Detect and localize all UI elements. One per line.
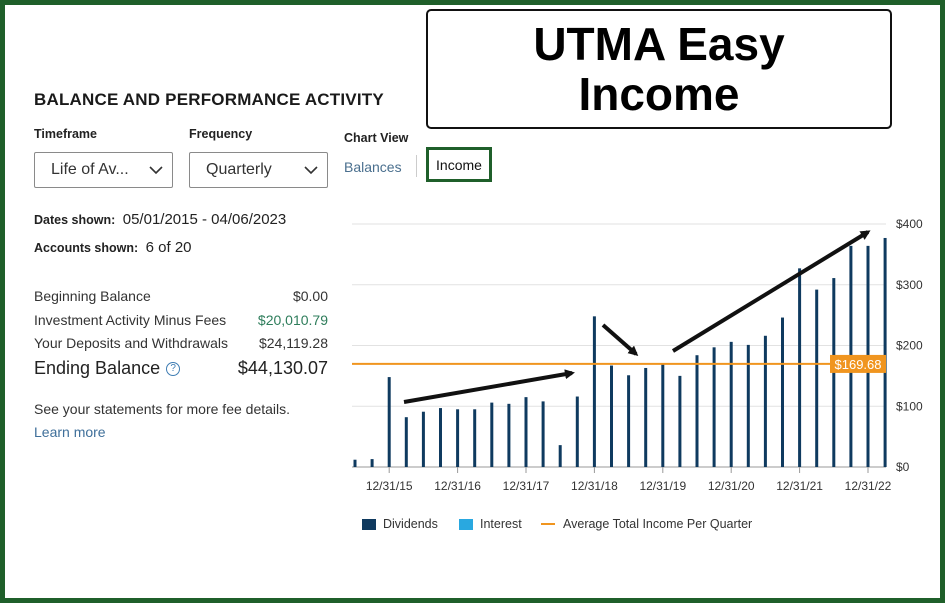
- bar-dividends[interactable]: [353, 459, 357, 467]
- fee-note: See your statements for more fee details…: [34, 401, 291, 417]
- bar-dividends[interactable]: [729, 341, 733, 467]
- timeframe-select[interactable]: Life of Av...: [34, 152, 173, 188]
- summary-row-beginning-balance: Beginning Balance $0.00: [34, 288, 328, 304]
- learn-more-link[interactable]: Learn more: [34, 424, 106, 440]
- x-tick-label: 12/31/15: [366, 479, 413, 493]
- help-icon[interactable]: ?: [166, 362, 181, 377]
- x-tick-label: 12/31/18: [571, 479, 618, 493]
- legend-dividends: Dividends: [362, 517, 438, 531]
- frequency-label: Frequency: [189, 127, 253, 141]
- accounts-shown-label: Accounts shown:: [34, 241, 139, 255]
- ending-balance-label: Ending Balance: [34, 358, 161, 378]
- x-tick-label: 12/31/22: [845, 479, 892, 493]
- x-tick-label: 12/31/17: [503, 479, 550, 493]
- bar-dividends[interactable]: [798, 268, 802, 467]
- y-tick-label: $300: [896, 278, 923, 292]
- frequency-value: Quarterly: [206, 161, 272, 178]
- bar-dividends[interactable]: [541, 401, 545, 467]
- bar-dividends[interactable]: [627, 375, 631, 467]
- overlay-title-box: UTMA Easy Income: [426, 9, 892, 129]
- trend-arrow: [403, 369, 575, 404]
- bar-dividends[interactable]: [490, 402, 494, 467]
- chevron-down-icon: [295, 162, 327, 178]
- summary-value: $0.00: [292, 288, 328, 304]
- legend-interest: Interest: [459, 517, 522, 531]
- trend-arrow: [601, 323, 639, 356]
- bar-dividends[interactable]: [558, 445, 562, 467]
- bar-dividends[interactable]: [763, 335, 767, 467]
- section-heading: BALANCE AND PERFORMANCE ACTIVITY: [34, 90, 384, 109]
- bar-dividends[interactable]: [695, 355, 699, 467]
- x-tick-label: 12/31/20: [708, 479, 755, 493]
- chart-view-income-tab[interactable]: Income: [426, 147, 492, 182]
- dates-shown-row: Dates shown: 05/01/2015 - 04/06/2023: [34, 211, 286, 228]
- dates-shown-label: Dates shown:: [34, 213, 116, 227]
- legend-label: Average Total Income Per Quarter: [563, 517, 753, 531]
- chart-view-divider: [416, 155, 417, 177]
- x-tick-label: 12/31/19: [639, 479, 686, 493]
- legend-swatch-average: [541, 523, 555, 525]
- accounts-shown-row: Accounts shown: 6 of 20: [34, 239, 192, 256]
- summary-value: $24,119.28: [258, 335, 328, 351]
- bar-dividends[interactable]: [781, 317, 784, 467]
- bar-dividends[interactable]: [592, 316, 596, 467]
- bar-dividends[interactable]: [610, 365, 613, 467]
- summary-row-investment-activity: Investment Activity Minus Fees $20,010.7…: [34, 312, 328, 328]
- dates-shown-value: 05/01/2015 - 04/06/2023: [122, 211, 287, 228]
- chart-view-balances-tab[interactable]: Balances: [344, 159, 402, 175]
- bar-dividends[interactable]: [661, 363, 665, 467]
- bar-dividends[interactable]: [678, 375, 682, 467]
- average-label-badge: [830, 354, 886, 373]
- bar-dividends[interactable]: [456, 409, 460, 467]
- average-label: $169.68: [835, 357, 882, 372]
- timeframe-value: Life of Av...: [51, 161, 129, 178]
- bar-dividends[interactable]: [575, 396, 579, 467]
- ending-balance-value: $44,130.07: [237, 358, 328, 378]
- legend-label: Interest: [480, 517, 522, 531]
- bar-dividends[interactable]: [370, 459, 374, 467]
- bar-dividends[interactable]: [507, 403, 511, 467]
- y-tick-label: $0: [896, 460, 910, 474]
- timeframe-label: Timeframe: [34, 127, 97, 141]
- bar-dividends[interactable]: [387, 377, 391, 467]
- frequency-select[interactable]: Quarterly: [189, 152, 328, 188]
- x-tick-label: 12/31/16: [434, 479, 481, 493]
- bar-dividends[interactable]: [473, 409, 477, 467]
- legend-swatch-dividends: [362, 518, 376, 530]
- bar-dividends[interactable]: [746, 344, 750, 467]
- bar-dividends[interactable]: [404, 417, 408, 467]
- y-tick-label: $100: [896, 399, 923, 413]
- summary-label: Investment Activity Minus Fees: [34, 312, 227, 328]
- bar-dividends[interactable]: [439, 408, 442, 467]
- bar-dividends[interactable]: [712, 347, 716, 467]
- y-tick-label: $400: [896, 217, 923, 231]
- bar-dividends[interactable]: [524, 397, 528, 467]
- bar-dividends[interactable]: [644, 367, 648, 467]
- legend-average: Average Total Income Per Quarter: [541, 517, 752, 531]
- summary-row-ending-balance: Ending Balance? $44,130.07: [34, 358, 328, 379]
- chart-view-label: Chart View: [344, 131, 409, 145]
- ending-balance-label-wrap: Ending Balance?: [34, 358, 181, 379]
- bar-dividends[interactable]: [883, 237, 887, 467]
- bar-dividends[interactable]: [815, 289, 819, 467]
- summary-value: $20,010.79: [257, 312, 328, 328]
- x-tick-label: 12/31/21: [776, 479, 823, 493]
- accounts-shown-value: 6 of 20: [145, 239, 192, 256]
- legend-label: Dividends: [383, 517, 438, 531]
- bar-dividends[interactable]: [421, 411, 425, 467]
- legend-swatch-interest: [459, 518, 473, 530]
- chevron-down-icon: [140, 162, 172, 178]
- y-tick-label: $200: [896, 339, 923, 353]
- trend-arrow: [671, 230, 871, 353]
- overlay-title: UTMA Easy Income: [533, 18, 785, 120]
- summary-label: Your Deposits and Withdrawals: [34, 335, 229, 351]
- summary-row-deposits-withdrawals: Your Deposits and Withdrawals $24,119.28: [34, 335, 328, 351]
- summary-label: Beginning Balance: [34, 288, 151, 304]
